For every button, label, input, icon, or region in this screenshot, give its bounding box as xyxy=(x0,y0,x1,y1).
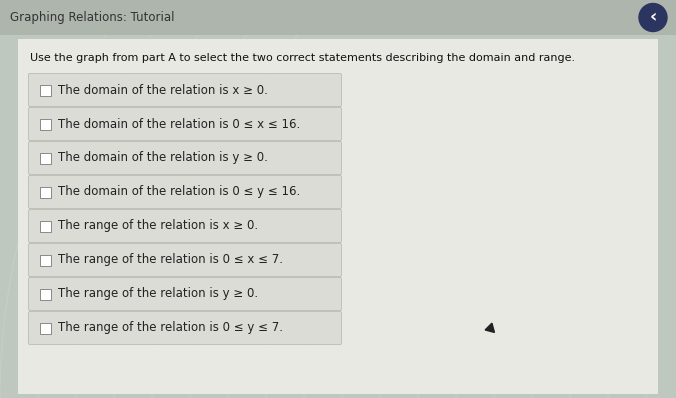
FancyBboxPatch shape xyxy=(39,220,51,232)
Text: The domain of the relation is 0 ≤ y ≤ 16.: The domain of the relation is 0 ≤ y ≤ 16… xyxy=(58,185,300,199)
FancyBboxPatch shape xyxy=(39,322,51,334)
FancyBboxPatch shape xyxy=(39,187,51,197)
FancyBboxPatch shape xyxy=(0,0,676,35)
Text: Use the graph from part A to select the two correct statements describing the do: Use the graph from part A to select the … xyxy=(30,53,575,63)
FancyBboxPatch shape xyxy=(18,39,658,394)
Text: The range of the relation is 0 ≤ x ≤ 7.: The range of the relation is 0 ≤ x ≤ 7. xyxy=(58,254,283,267)
FancyBboxPatch shape xyxy=(39,119,51,129)
FancyBboxPatch shape xyxy=(28,142,341,174)
FancyBboxPatch shape xyxy=(39,289,51,300)
Text: ‹: ‹ xyxy=(650,8,656,27)
FancyBboxPatch shape xyxy=(28,277,341,310)
Text: The domain of the relation is 0 ≤ x ≤ 16.: The domain of the relation is 0 ≤ x ≤ 16… xyxy=(58,117,300,131)
Text: The range of the relation is x ≥ 0.: The range of the relation is x ≥ 0. xyxy=(58,220,258,232)
FancyBboxPatch shape xyxy=(28,74,341,107)
Text: Graphing Relations: Tutorial: Graphing Relations: Tutorial xyxy=(10,11,174,24)
FancyBboxPatch shape xyxy=(39,254,51,265)
Text: The domain of the relation is x ≥ 0.: The domain of the relation is x ≥ 0. xyxy=(58,84,268,96)
FancyBboxPatch shape xyxy=(28,176,341,209)
Circle shape xyxy=(639,4,667,31)
Text: The range of the relation is y ≥ 0.: The range of the relation is y ≥ 0. xyxy=(58,287,258,300)
Text: The domain of the relation is y ≥ 0.: The domain of the relation is y ≥ 0. xyxy=(58,152,268,164)
FancyBboxPatch shape xyxy=(28,209,341,242)
FancyBboxPatch shape xyxy=(39,84,51,96)
Text: The range of the relation is 0 ≤ y ≤ 7.: The range of the relation is 0 ≤ y ≤ 7. xyxy=(58,322,283,334)
FancyBboxPatch shape xyxy=(28,107,341,140)
FancyBboxPatch shape xyxy=(39,152,51,164)
FancyBboxPatch shape xyxy=(28,312,341,345)
FancyBboxPatch shape xyxy=(28,244,341,277)
